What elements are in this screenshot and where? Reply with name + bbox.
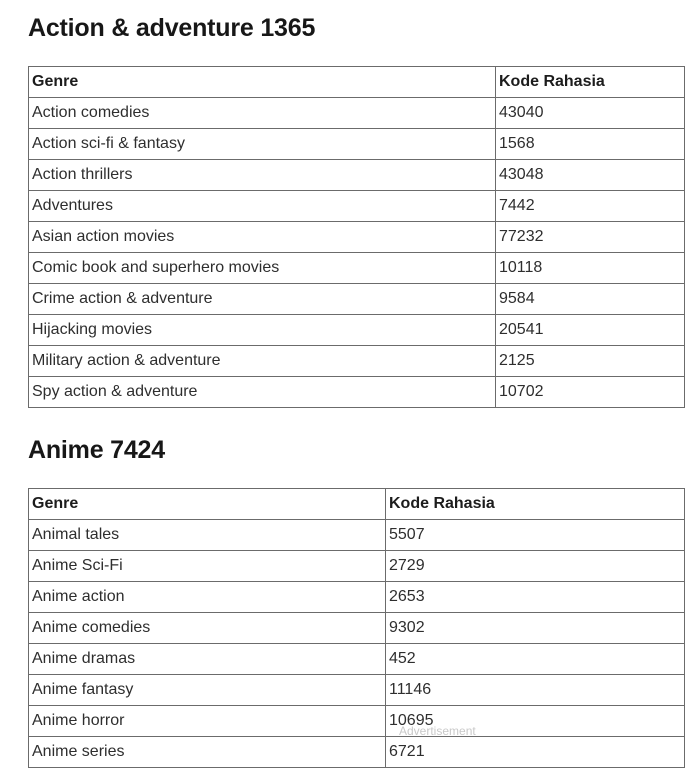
genre-cell: Action thrillers (28, 159, 496, 191)
table-row: Anime dramas 452 (28, 643, 685, 675)
genre-cell: Crime action & adventure (28, 283, 496, 315)
genre-cell: Action sci-fi & fantasy (28, 128, 496, 160)
code-cell: 2125 (495, 345, 685, 377)
section-title-anime: Anime 7424 (28, 436, 165, 464)
table-row: Military action & adventure 2125 (28, 345, 685, 377)
table-row: Spy action & adventure 10702 (28, 376, 685, 408)
genre-cell: Anime comedies (28, 612, 386, 644)
genre-cell: Anime fantasy (28, 674, 386, 706)
code-cell: 7442 (495, 190, 685, 222)
code-cell: 11146 (385, 674, 685, 706)
table-row: Action sci-fi & fantasy 1568 (28, 128, 685, 160)
genre-cell: Action comedies (28, 97, 496, 129)
code-cell: 6721 (385, 736, 685, 768)
table-row: Asian action movies 77232 (28, 221, 685, 253)
genre-cell: Adventures (28, 190, 496, 222)
genre-cell: Asian action movies (28, 221, 496, 253)
table-row: Adventures 7442 (28, 190, 685, 222)
genre-table-anime: Genre Kode Rahasia Animal tales 5507 Ani… (28, 488, 685, 768)
genre-cell: Spy action & adventure (28, 376, 496, 408)
code-cell: 77232 (495, 221, 685, 253)
code-cell: 9302 (385, 612, 685, 644)
table-row: Anime series 6721 (28, 736, 685, 768)
code-cell: 2653 (385, 581, 685, 613)
genre-cell: Anime series (28, 736, 386, 768)
table-row: Anime Sci-Fi 2729 (28, 550, 685, 582)
table-row: Action thrillers 43048 (28, 159, 685, 191)
column-header-kode-rahasia: Kode Rahasia (385, 488, 685, 520)
table-row: Crime action & adventure 9584 (28, 283, 685, 315)
code-cell: 2729 (385, 550, 685, 582)
genre-cell: Animal tales (28, 519, 386, 551)
table-row: Anime comedies 9302 (28, 612, 685, 644)
genre-cell: Anime dramas (28, 643, 386, 675)
table-row: Anime fantasy 11146 (28, 674, 685, 706)
genre-table-action-adventure: Genre Kode Rahasia Action comedies 43040… (28, 66, 685, 408)
genre-cell: Hijacking movies (28, 314, 496, 346)
code-cell: 20541 (495, 314, 685, 346)
code-cell: 9584 (495, 283, 685, 315)
code-cell: 452 (385, 643, 685, 675)
code-cell: 43040 (495, 97, 685, 129)
code-cell: 10118 (495, 252, 685, 284)
genre-cell: Military action & adventure (28, 345, 496, 377)
table-row: Anime action 2653 (28, 581, 685, 613)
genre-cell: Comic book and superhero movies (28, 252, 496, 284)
column-header-genre: Genre (28, 66, 496, 98)
column-header-genre: Genre (28, 488, 386, 520)
table-row: Action comedies 43040 (28, 97, 685, 129)
code-cell: 10695 (385, 705, 685, 737)
code-cell: 10702 (495, 376, 685, 408)
column-header-kode-rahasia-link[interactable]: Kode Rahasia (495, 66, 685, 98)
table-header-row: Genre Kode Rahasia (28, 66, 685, 98)
table-row: Comic book and superhero movies 10118 (28, 252, 685, 284)
genre-cell: Anime Sci-Fi (28, 550, 386, 582)
genre-cell: Anime action (28, 581, 386, 613)
table-header-row: Genre Kode Rahasia (28, 488, 685, 520)
code-cell: 1568 (495, 128, 685, 160)
table-row: Animal tales 5507 (28, 519, 685, 551)
section-title-action-adventure: Action & adventure 1365 (28, 14, 316, 42)
code-cell: 43048 (495, 159, 685, 191)
code-cell: 5507 (385, 519, 685, 551)
genre-cell: Anime horror (28, 705, 386, 737)
table-row: Hijacking movies 20541 (28, 314, 685, 346)
table-row: Anime horror 10695 (28, 705, 685, 737)
